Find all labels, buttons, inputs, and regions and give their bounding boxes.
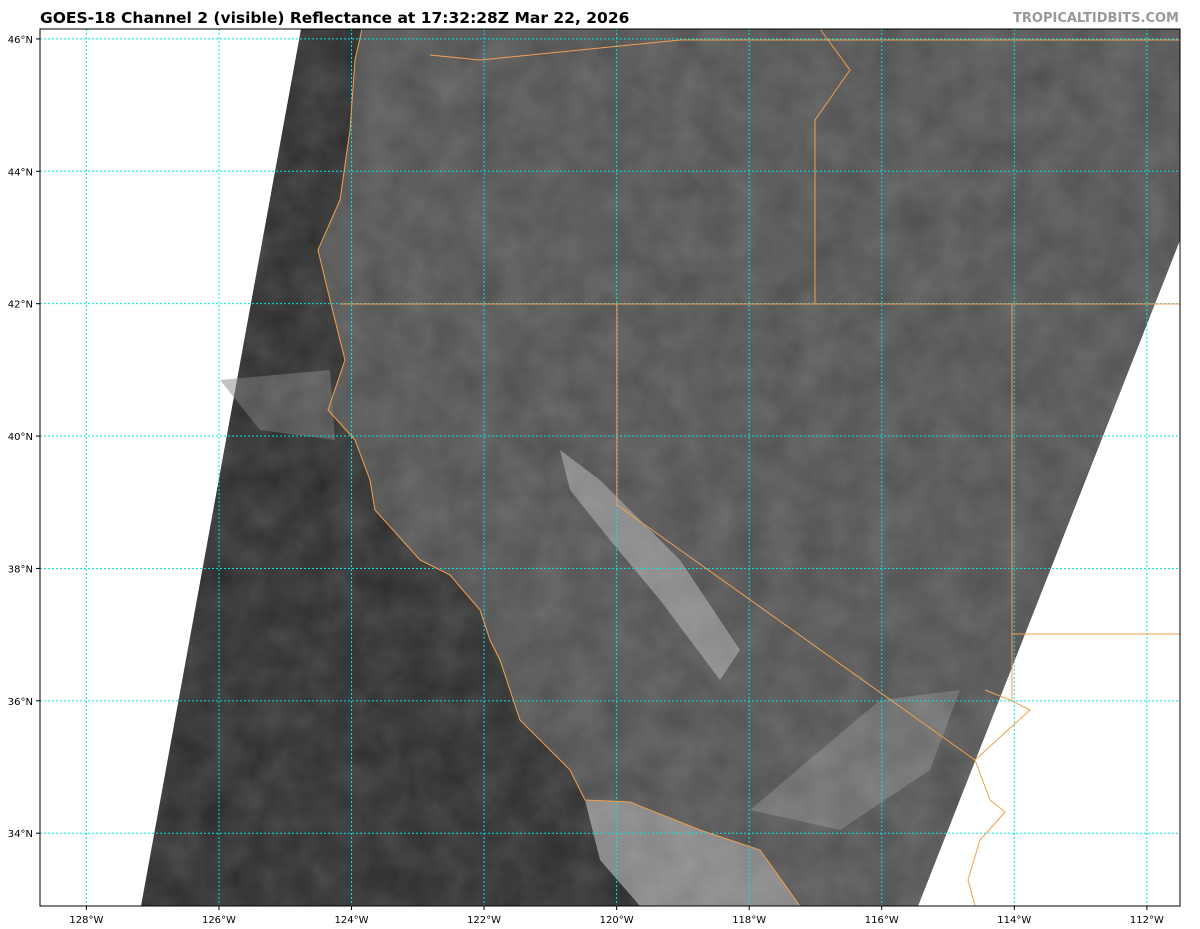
map-frame	[39, 28, 1181, 907]
lon-tick-label: 124°W	[335, 915, 369, 926]
lat-tick-label: 38°N	[8, 564, 33, 575]
map-title: GOES-18 Channel 2 (visible) Reflectance …	[40, 9, 630, 27]
boundaries	[317, 29, 1180, 906]
credit-watermark: TROPICALTIDBITS.COM	[1013, 11, 1179, 26]
lat-tick-label: 46°N	[8, 35, 33, 46]
lon-tick-label: 120°W	[600, 915, 634, 926]
graticule	[40, 29, 1180, 906]
lon-tick-label: 116°W	[865, 915, 899, 926]
lon-tick-label: 112°W	[1130, 915, 1164, 926]
lon-tick-label: 126°W	[202, 915, 236, 926]
lat-tick-label: 42°N	[8, 300, 33, 311]
lon-tick-label: 114°W	[997, 915, 1031, 926]
lon-tick-label: 118°W	[732, 915, 766, 926]
river-colorado	[967, 689, 1031, 906]
state-border-ca-nv	[616, 304, 976, 761]
lat-tick-label: 34°N	[8, 829, 33, 840]
lat-tick-label: 44°N	[8, 167, 33, 178]
lon-tick-label: 122°W	[467, 915, 501, 926]
coastline	[317, 29, 801, 906]
swath-texture	[141, 29, 1180, 906]
lat-tick-label: 36°N	[8, 697, 33, 708]
lon-tick-label: 128°W	[69, 915, 103, 926]
state-border-or-id	[814, 29, 851, 304]
wa-or-border	[429, 39, 1180, 61]
axis-ticks: 128°W 126°W 124°W 122°W 120°W 118°W 116°W 114°W…	[8, 35, 1164, 926]
lat-tick-label: 40°N	[8, 432, 33, 443]
